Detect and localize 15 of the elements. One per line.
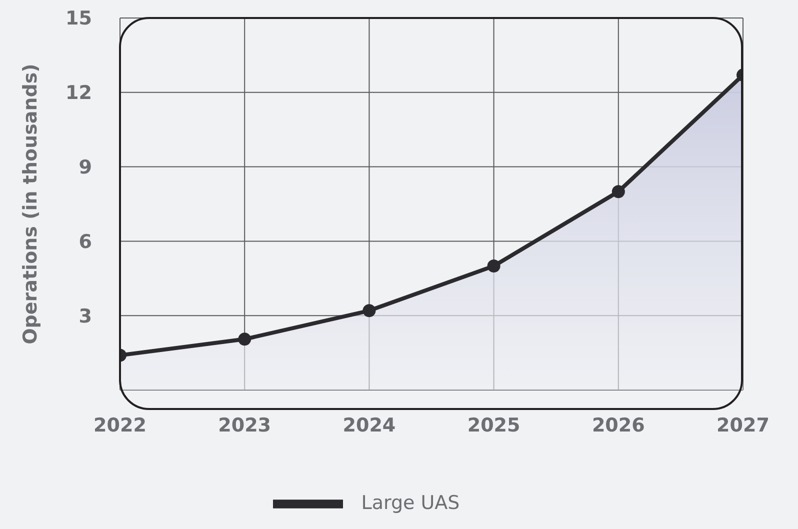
x-tick-label: 2024 [342,414,396,436]
y-tick-label: 3 [78,305,92,328]
y-tick-label: 9 [78,156,92,179]
point [362,304,376,318]
x-tick-label: 2022 [94,414,146,436]
y-tick-label: 12 [66,82,92,104]
x-tick-label: 2027 [716,414,770,436]
x-tick-label: 2025 [467,414,520,436]
legend-label: Large UAS [361,492,460,514]
y-axis-title: Operations (in thousands) [20,64,42,344]
x-tick-label: 2023 [218,414,272,436]
x-tick-label: 2026 [592,414,645,436]
y-tick-label: 6 [78,230,92,253]
point [487,260,500,272]
y-tick-label: 15 [66,8,92,30]
